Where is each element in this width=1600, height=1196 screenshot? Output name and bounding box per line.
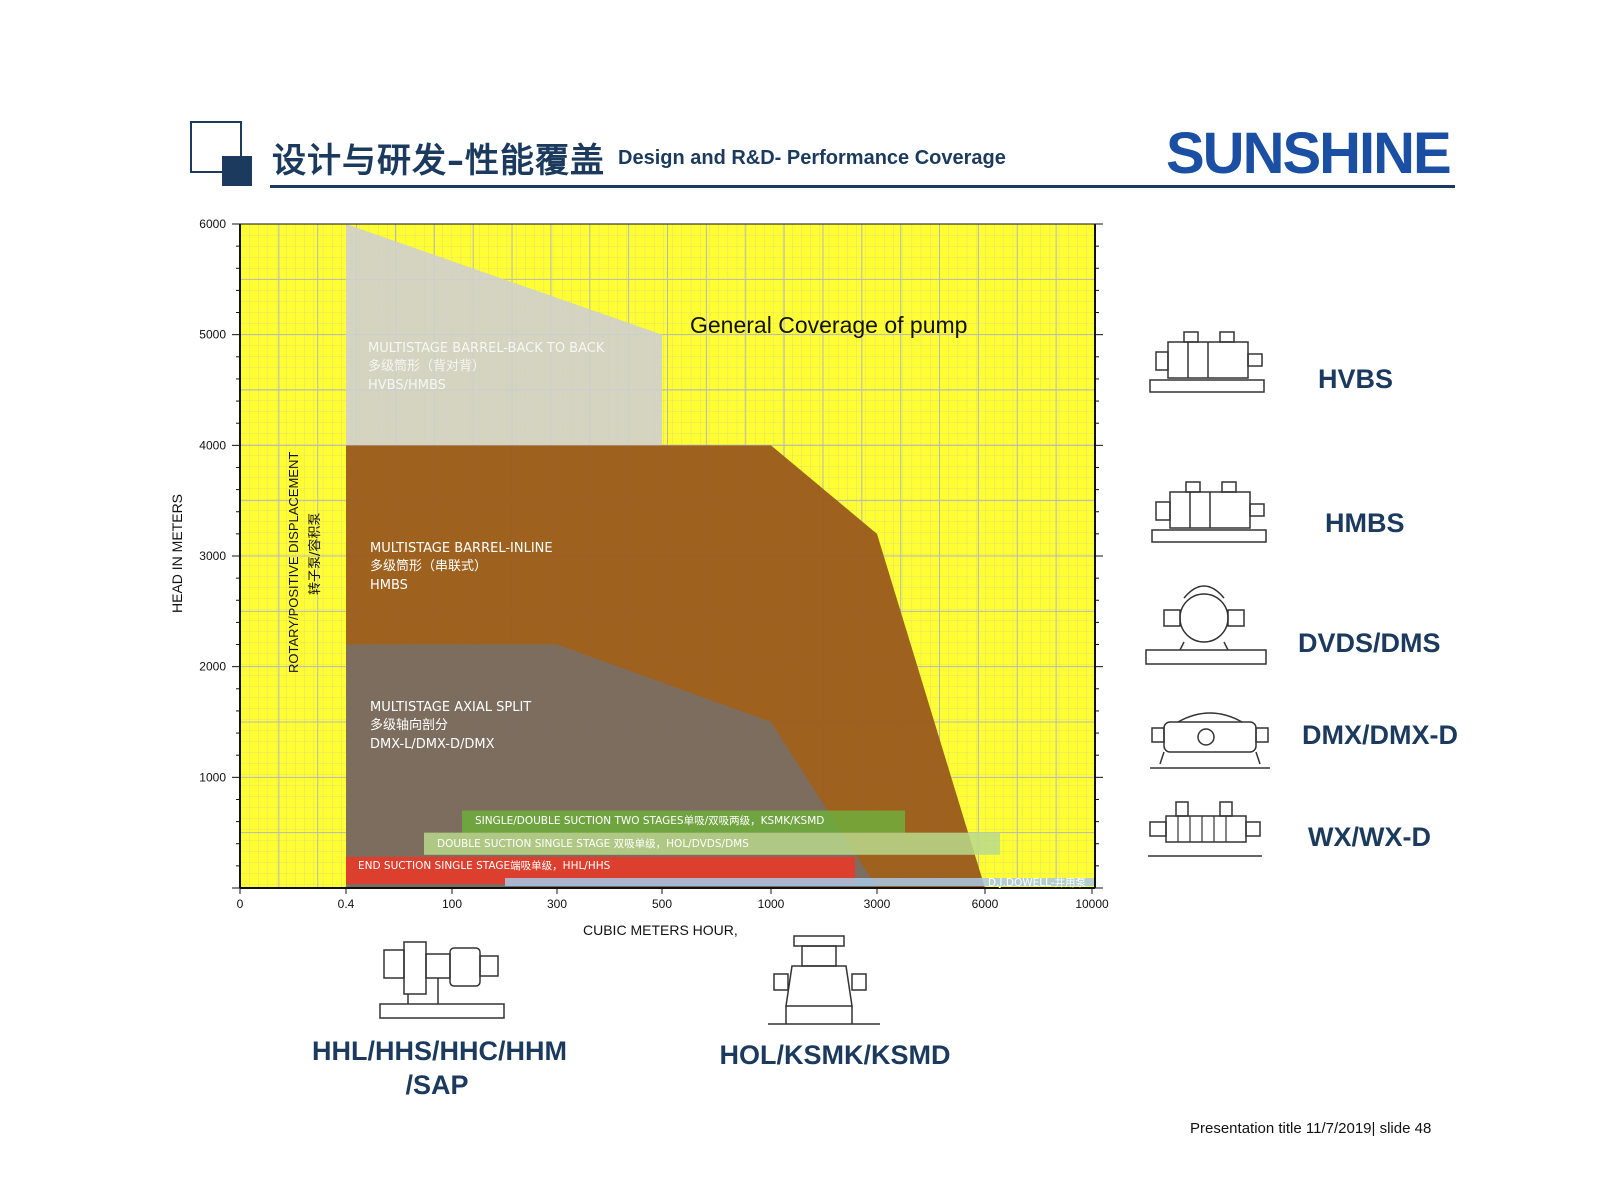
x-tick-label: 1000	[758, 897, 785, 911]
coverage-region-0	[346, 224, 662, 446]
chart-title: General Coverage of pump	[690, 312, 967, 338]
split-case-pump-icon	[1145, 585, 1267, 665]
region-label-axial-split: MULTISTAGE AXIAL SPLIT	[370, 700, 531, 715]
pump-label-hvbs: HVBS	[1318, 364, 1394, 394]
page-title-en: Design and R&D- Performance Coverage	[618, 147, 1006, 169]
coverage-band-0	[462, 810, 905, 833]
barrel-pump-icon	[1151, 481, 1267, 543]
coverage-band-3	[505, 878, 1094, 886]
x-tick-label: 100	[442, 897, 462, 911]
region-label-barrel-inline: MULTISTAGE BARREL-INLINE	[370, 541, 553, 556]
y-tick-label: 3000	[199, 549, 226, 563]
end-suction-pump-icon	[379, 941, 505, 1019]
pump-label-hol: HOL/KSMK/KSMD	[719, 1040, 951, 1070]
x-tick-label: 10000	[1075, 897, 1109, 911]
rotary-label-cn: 转子泵/容积泵	[307, 513, 323, 595]
x-tick-label: 6000	[972, 897, 999, 911]
region-label-axial-split-models: DMX-L/DMX-D/DMX	[370, 737, 495, 752]
y-tick-label: 5000	[199, 328, 226, 342]
coverage-bands	[346, 810, 1094, 886]
chart-axes: 1000 2000 3000 4000 5000 6000 0 0.4 100 300 500 100…	[199, 217, 1109, 911]
region-label-barrel-inline-models: HMBS	[370, 578, 408, 593]
coverage-chart: 1000 2000 3000 4000 5000 6000 0 0.4 100 300 500 100…	[169, 217, 1109, 938]
band-label-double-suction: DOUBLE SUCTION SINGLE STAGE 双吸单级，HOL/DVD…	[437, 838, 749, 850]
region-label-barrel-b2b: MULTISTAGE BARREL-BACK TO BACK	[368, 341, 605, 356]
pump-label-dmx: DMX/DMX-D	[1302, 720, 1458, 750]
multistage-pump-icon	[1148, 801, 1262, 857]
pump-label-hhl-line2: /SAP	[405, 1070, 469, 1100]
header-square-icon	[190, 121, 252, 186]
pump-label-wx: WX/WX-D	[1308, 822, 1431, 852]
y-tick-label: 4000	[199, 438, 226, 452]
coverage-band-1	[424, 832, 1000, 855]
footer-note: Presentation title 11/7/2019| slide 48	[1190, 1120, 1432, 1137]
band-label-well-pump: D.J.DOWELL-井用泵	[988, 876, 1087, 889]
header-divider	[270, 185, 1455, 188]
sunshine-logo: SUNSHINE	[1166, 121, 1452, 186]
page-title-cn: 设计与研发–性能覆盖	[272, 141, 605, 181]
band-label-end-suction: END SUCTION SINGLE STAGE端吸单级，HHL/HHS	[358, 859, 611, 872]
axial-split-pump-icon	[1150, 712, 1270, 769]
double-suction-pump-icon	[768, 935, 880, 1025]
x-tick-label: 300	[547, 897, 567, 911]
y-tick-label: 2000	[199, 660, 226, 674]
x-tick-label: 0.4	[338, 897, 355, 911]
barrel-pump-icon	[1149, 331, 1265, 393]
x-axis-label: CUBIC METERS HOUR,	[583, 922, 738, 938]
y-tick-label: 1000	[199, 770, 226, 784]
region-label-axial-split-cn: 多级轴向剖分	[370, 717, 448, 733]
pump-label-dvds-dms: DVDS/DMS	[1298, 628, 1441, 658]
y-tick-label: 6000	[199, 217, 226, 231]
pump-label-hmbs: HMBS	[1325, 508, 1405, 538]
x-tick-label: 3000	[864, 897, 891, 911]
region-label-barrel-b2b-models: HVBS/HMBS	[368, 378, 446, 393]
y-axis-label: HEAD IN METERS	[169, 494, 185, 613]
rotary-label-en: ROTARY/POSITIVE DISPLACEMENT	[286, 452, 301, 673]
x-tick-label: 500	[652, 897, 672, 911]
region-label-barrel-inline-cn: 多级筒形（串联式）	[370, 558, 487, 574]
band-label-two-stage: SINGLE/DOUBLE SUCTION TWO STAGES单吸/双吸两级，…	[475, 815, 824, 827]
pump-label-hhl-line1: HHL/HHS/HHC/HHM	[312, 1036, 567, 1066]
region-label-barrel-b2b-cn: 多级筒形（背对背）	[368, 358, 485, 374]
x-tick-label: 0	[237, 897, 244, 911]
